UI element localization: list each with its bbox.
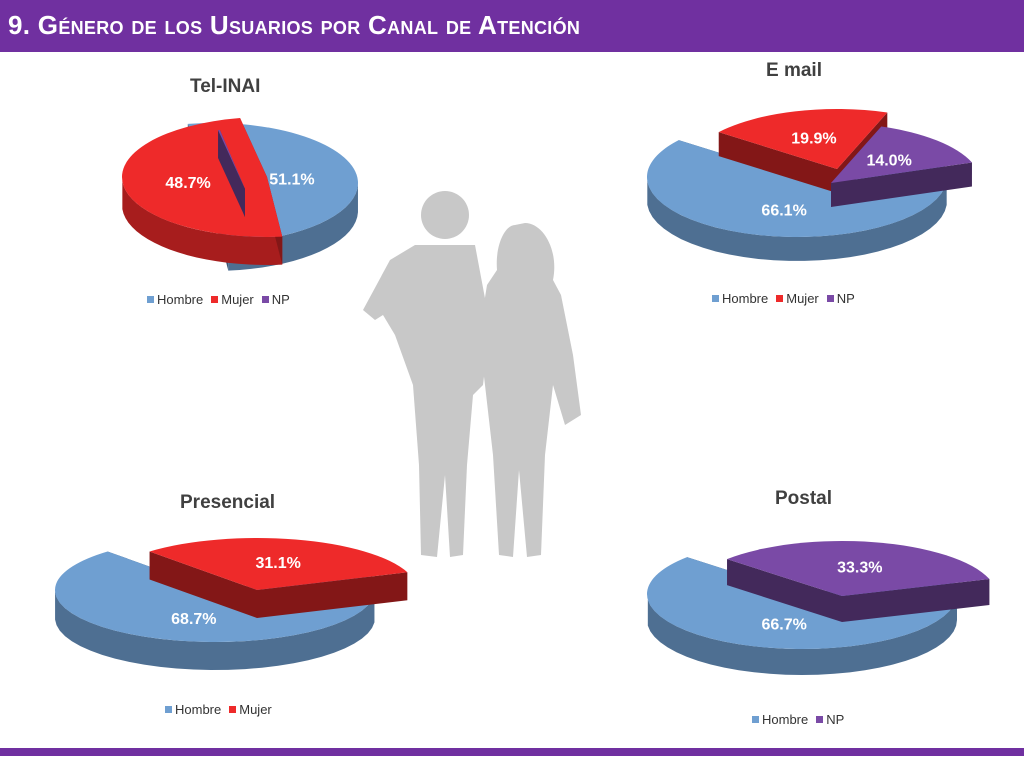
legend-item-np: NP xyxy=(261,292,290,307)
pie-chart-presencial: 68.7% 31.1% xyxy=(54,538,408,670)
footer-bar xyxy=(0,748,1024,756)
slice-mujer xyxy=(149,538,408,618)
pie-chart-tel-inai: 51.1% 48.7% xyxy=(121,118,359,271)
legend-swatch xyxy=(816,716,824,723)
legend-swatch xyxy=(229,706,237,713)
legend-label: Hombre xyxy=(157,292,204,307)
data-label-np: 33.3% xyxy=(837,559,882,576)
data-label-hombre: 51.1% xyxy=(269,171,314,188)
legend-item-mujer: Mujer xyxy=(211,292,254,307)
data-label-mujer: 19.9% xyxy=(791,130,836,147)
legend-label: Hombre xyxy=(722,291,769,306)
legend-swatch xyxy=(147,296,154,303)
chart-title-postal: Postal xyxy=(775,488,833,509)
legend-swatch xyxy=(211,296,219,303)
couple-silhouette-icon xyxy=(363,191,581,557)
slice-np xyxy=(831,126,972,207)
chart-title-email: E mail xyxy=(766,60,822,81)
legend-swatch xyxy=(165,706,172,713)
chart-title-presencial: Presencial xyxy=(180,492,276,513)
legend-swatch xyxy=(261,296,269,303)
data-label-np: 14.0% xyxy=(866,153,911,170)
legend-swatch xyxy=(826,295,834,302)
header-bar: 9. Género de los Usuarios por Canal de A… xyxy=(0,0,1024,52)
slice-np xyxy=(727,541,990,622)
legend-label: Mujer xyxy=(239,702,272,717)
legend-postal: Hombre NP xyxy=(752,712,844,727)
legend-swatch xyxy=(712,295,719,302)
legend-item-mujer: Mujer xyxy=(776,291,819,306)
legend-item-np: NP xyxy=(826,291,855,306)
legend-item-hombre: Hombre xyxy=(752,712,808,727)
legend-label: Mujer xyxy=(786,291,819,306)
legend-item-mujer: Mujer xyxy=(229,702,272,717)
legend-swatch xyxy=(776,295,784,302)
legend-label: Mujer xyxy=(221,292,254,307)
legend-swatch xyxy=(752,716,759,723)
legend-item-np: NP xyxy=(816,712,844,727)
legend-item-hombre: Hombre xyxy=(712,291,768,306)
legend-item-hombre: Hombre xyxy=(147,292,203,307)
slice-np xyxy=(218,129,245,217)
legend-tel-inai: Hombre Mujer NP xyxy=(147,292,290,307)
data-label-hombre: 66.1% xyxy=(761,203,806,220)
legend-label: Hombre xyxy=(762,712,809,727)
data-label-mujer: 31.1% xyxy=(255,555,300,572)
chart-title-tel-inai: Tel-INAI xyxy=(190,76,261,97)
pie-chart-postal: 66.7% 33.3% xyxy=(647,541,990,675)
legend-label: NP xyxy=(271,292,290,307)
data-label-hombre: 66.7% xyxy=(762,617,807,634)
legend-presencial: Hombre Mujer xyxy=(165,702,272,717)
legend-item-hombre: Hombre xyxy=(165,702,221,717)
legend-email: Hombre Mujer NP xyxy=(712,291,855,306)
legend-label: NP xyxy=(836,291,855,306)
legend-label: Hombre xyxy=(175,702,222,717)
pie-chart-email: 66.1% 19.9% 14.0% xyxy=(647,109,972,261)
data-label-hombre: 68.7% xyxy=(171,611,216,628)
data-label-mujer: 48.7% xyxy=(165,175,210,192)
legend-label: NP xyxy=(826,712,845,727)
page-title: 9. Género de los Usuarios por Canal de A… xyxy=(8,10,581,40)
